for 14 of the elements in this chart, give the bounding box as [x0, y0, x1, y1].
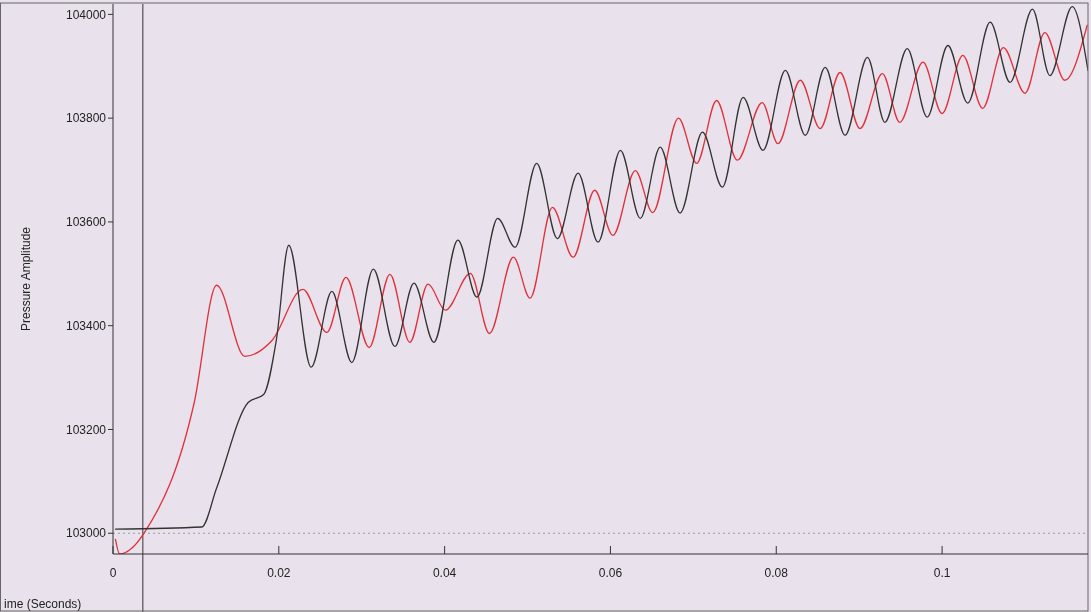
x-tick-label: 0.06	[598, 566, 623, 580]
y-tick-label: 103800	[65, 111, 107, 126]
x-tick-label: 0.04	[432, 566, 457, 580]
y-tick-label: 103200	[65, 422, 107, 437]
y-tick-label: 104000	[65, 7, 107, 22]
y-axis-title: Pressure Amplitude	[19, 226, 33, 332]
y-tick-label: 103400	[65, 318, 107, 333]
x-tick-label: 0	[109, 566, 117, 580]
x-tick-label: 0.1	[933, 566, 951, 580]
y-tick-label: 103600	[65, 215, 107, 230]
y-tick-label: 103000	[65, 526, 107, 541]
x-axis-title: ime (Seconds)	[4, 597, 82, 611]
x-tick-label: 0.08	[764, 566, 789, 580]
x-tick-label: 0.02	[267, 566, 291, 580]
